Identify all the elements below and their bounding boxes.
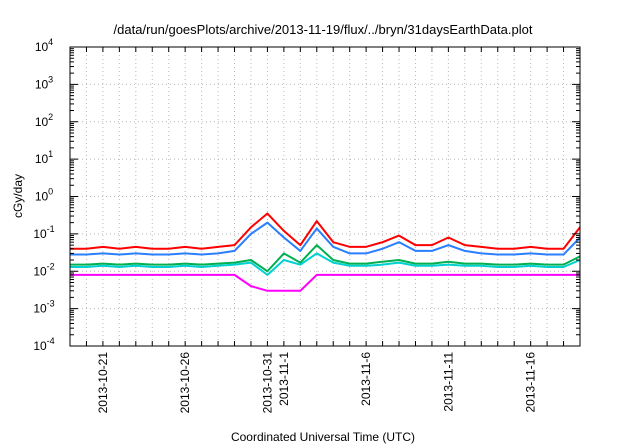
series-line bbox=[70, 244, 581, 273]
x-tick-label: 2013-11-16 bbox=[524, 352, 538, 413]
x-tick-label: 2013-11-6 bbox=[359, 352, 373, 406]
y-tick-label: 100 bbox=[35, 187, 53, 204]
y-tick-label: 10-2 bbox=[33, 261, 54, 278]
y-tick-label: 101 bbox=[35, 149, 53, 166]
grid-lines bbox=[70, 47, 580, 346]
series-line bbox=[70, 212, 581, 250]
x-axis-ticks: 2013-10-21 2013-10-26 2013-10-31 2013-11-1 2… bbox=[85, 47, 565, 414]
series-line bbox=[70, 221, 581, 256]
x-tick-label: 2013-11-1 bbox=[277, 352, 291, 406]
y-tick-label: 10-3 bbox=[33, 299, 54, 316]
y-tick-label: 102 bbox=[35, 112, 53, 129]
x-tick-label: 2013-10-31 bbox=[260, 352, 274, 414]
y-tick-label: 10-4 bbox=[33, 336, 54, 353]
y-tick-label: 10-1 bbox=[33, 224, 54, 241]
series-line bbox=[70, 273, 580, 292]
series-line bbox=[70, 252, 581, 276]
x-axis-label: Coordinated Universal Time (UTC) bbox=[231, 430, 415, 444]
y-tick-label: 104 bbox=[35, 37, 53, 54]
data-series-layer bbox=[70, 212, 581, 292]
y-tick-label: 103 bbox=[35, 74, 53, 91]
y-axis-ticks: 10-4 10-3 10-2 10-1 100 101 102 103 104 bbox=[33, 37, 580, 353]
chart-title: /data/run/goesPlots/archive/2013-11-19/f… bbox=[114, 22, 533, 37]
x-tick-label: 2013-10-21 bbox=[96, 352, 110, 414]
x-tick-label: 2013-11-11 bbox=[441, 352, 455, 412]
y-axis-label: cGy/day bbox=[11, 174, 25, 218]
x-tick-label: 2013-10-26 bbox=[178, 352, 192, 414]
